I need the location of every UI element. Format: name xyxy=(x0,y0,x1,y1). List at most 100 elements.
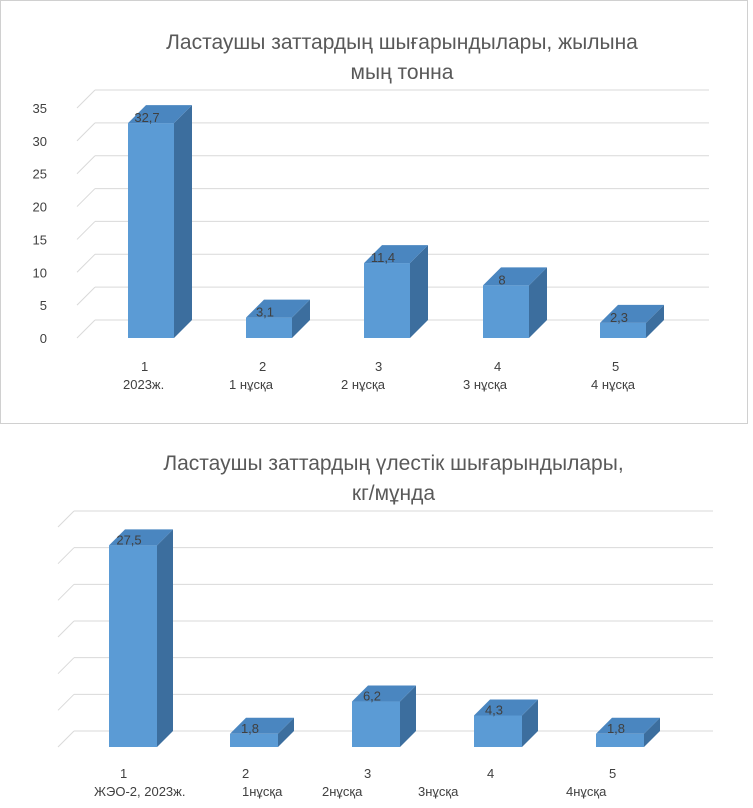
data-label-5: 1,8 xyxy=(607,721,625,736)
gridline-diagonal xyxy=(57,657,75,675)
bar-2 xyxy=(230,717,294,747)
y-tick-label: 15 xyxy=(33,232,47,247)
category-number-4: 4 xyxy=(494,359,501,374)
bar-top xyxy=(109,529,173,546)
bar-front xyxy=(474,715,522,747)
gridline-diagonal xyxy=(76,253,96,273)
gridline-diagonal xyxy=(76,155,96,175)
bar-front xyxy=(352,701,400,747)
bar-2 xyxy=(246,299,310,338)
category-number-1: 1 xyxy=(120,766,127,781)
y-tick-label: 5 xyxy=(40,298,47,313)
chart-1-svg: Ластаушы заттардың шығарындылары, жылына… xyxy=(33,31,709,392)
chart-2-svg: Ластаушы заттардың үлестік шығарындылары… xyxy=(57,452,713,799)
bar-1 xyxy=(128,105,192,338)
category-label-5: 4нұсқа xyxy=(566,784,607,799)
bar-side xyxy=(278,717,294,747)
bar-front xyxy=(596,733,644,747)
data-label-1: 32,7 xyxy=(134,110,159,125)
bar-side xyxy=(292,299,310,338)
bar-top xyxy=(474,699,538,716)
category-number-2: 2 xyxy=(242,766,249,781)
y-tick-label: 35 xyxy=(33,101,47,116)
gridline-diagonal xyxy=(57,510,75,528)
bar-top xyxy=(596,717,660,734)
gridline-diagonal xyxy=(57,730,75,748)
data-label-3: 11,4 xyxy=(371,250,395,265)
bar-top xyxy=(230,717,294,734)
bar-5 xyxy=(596,717,660,747)
bar-front xyxy=(109,545,157,747)
y-tick-label: 10 xyxy=(33,265,47,280)
category-number-4: 4 xyxy=(487,766,494,781)
bar-side xyxy=(400,685,416,747)
bar-4 xyxy=(474,699,538,747)
plot-area xyxy=(57,510,713,748)
bar-side xyxy=(529,267,547,338)
plot-area xyxy=(76,89,709,339)
bar-front xyxy=(246,317,292,338)
chart-title-line-2: кг/мұнда xyxy=(352,482,435,505)
chart-title-line-1: Ластаушы заттардың шығарындылары, жылына xyxy=(166,31,638,54)
chart-title-line-2: мың тонна xyxy=(351,61,454,84)
category-number-3: 3 xyxy=(364,766,371,781)
category-label-3: 2 нұсқа xyxy=(341,377,386,392)
bar-front xyxy=(600,322,646,338)
category-number-3: 3 xyxy=(375,359,382,374)
y-tick-label: 25 xyxy=(33,167,47,182)
category-label-4: 3 нұсқа xyxy=(463,377,508,392)
category-label-2: 1нұсқа xyxy=(242,784,283,799)
chart-2: Ластаушы заттардың үлестік шығарындылары… xyxy=(0,430,753,808)
bar-5 xyxy=(600,304,664,338)
chart-title-line-1: Ластаушы заттардың үлестік шығарындылары… xyxy=(163,452,623,475)
chart-1: Ластаушы заттардың шығарындылары, жылына… xyxy=(0,0,748,424)
bar-front xyxy=(230,733,278,747)
gridline-diagonal xyxy=(76,188,96,207)
category-label-2: 1 нұсқа xyxy=(229,377,274,392)
gridline-diagonal xyxy=(57,620,75,638)
category-number-5: 5 xyxy=(609,766,616,781)
category-label-3: 2нұсқа xyxy=(322,784,363,799)
gridline-diagonal xyxy=(76,286,96,306)
y-tick-label: 20 xyxy=(33,200,47,215)
gridline-diagonal xyxy=(76,319,96,339)
bar-front xyxy=(364,263,410,338)
bar-front xyxy=(128,123,174,338)
data-label-3: 6,2 xyxy=(363,689,381,704)
y-tick-label: 30 xyxy=(33,134,47,149)
bar-top xyxy=(600,304,664,323)
data-label-2: 3,1 xyxy=(256,305,274,320)
bar-top xyxy=(364,245,428,264)
category-number-5: 5 xyxy=(612,359,619,374)
category-number-1: 1 xyxy=(141,359,148,374)
gridline-diagonal xyxy=(57,583,75,601)
data-label-5: 2,3 xyxy=(610,310,628,325)
data-label-2: 1,8 xyxy=(241,721,259,736)
category-label-1: ЖЭО-2, 2023ж. xyxy=(94,784,185,799)
bar-side xyxy=(644,717,660,747)
gridline-diagonal xyxy=(57,693,75,711)
data-label-4: 8 xyxy=(498,272,505,287)
category-number-2: 2 xyxy=(259,359,266,374)
data-label-4: 4,3 xyxy=(485,702,503,717)
bar-1 xyxy=(109,529,173,747)
gridline-diagonal xyxy=(76,221,96,240)
bar-top xyxy=(246,299,310,318)
data-label-1: 27,5 xyxy=(116,532,141,547)
bar-3 xyxy=(352,685,416,747)
bar-top xyxy=(352,685,416,702)
bar-side xyxy=(410,245,428,338)
bar-side xyxy=(174,105,192,338)
gridline-diagonal xyxy=(76,89,96,109)
bar-3 xyxy=(364,245,428,338)
bar-side xyxy=(157,529,173,747)
bar-front xyxy=(483,285,529,338)
y-tick-label: 0 xyxy=(40,331,47,346)
gridline-diagonal xyxy=(57,547,75,565)
bar-top xyxy=(128,105,192,124)
category-label-1: 2023ж. xyxy=(123,377,164,392)
category-label-5: 4 нұсқа xyxy=(591,377,636,392)
bar-4 xyxy=(483,267,547,338)
bar-top xyxy=(483,267,547,286)
gridline-diagonal xyxy=(76,122,96,142)
